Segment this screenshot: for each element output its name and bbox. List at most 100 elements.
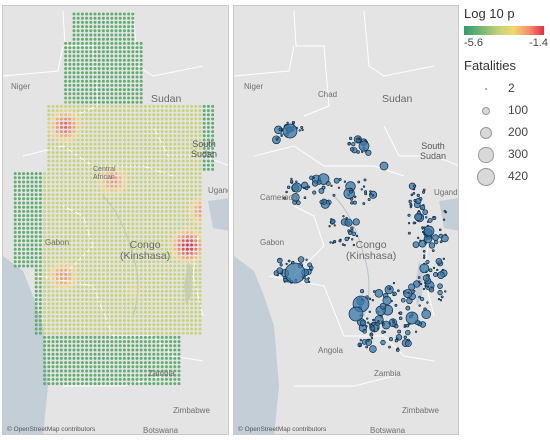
probability-cell: [160, 247, 164, 251]
probability-cell: [68, 277, 72, 281]
probability-cell: [169, 205, 173, 209]
probability-cell: [43, 188, 47, 192]
probability-cell: [59, 293, 63, 297]
probability-cell: [194, 172, 198, 176]
probability-cell: [106, 218, 110, 222]
probability-cell: [135, 201, 139, 205]
probability-cell: [76, 226, 80, 230]
probability-cell: [139, 356, 143, 360]
probability-cell: [194, 289, 198, 293]
probability-cell: [47, 281, 51, 285]
probability-cell: [164, 138, 168, 142]
probability-cell: [127, 272, 131, 276]
probability-cell: [156, 125, 160, 129]
probability-cell: [85, 243, 89, 247]
probability-cell: [139, 289, 143, 293]
probability-cell: [139, 197, 143, 201]
probability-cell: [64, 117, 68, 121]
probability-cell: [13, 214, 17, 218]
probability-cell: [51, 146, 55, 150]
probability-cell: [110, 344, 114, 348]
probability-cell: [38, 184, 42, 188]
probability-cell: [72, 58, 76, 62]
probability-cell: [135, 352, 139, 356]
probability-cell: [131, 356, 135, 360]
probability-cell: [97, 20, 101, 24]
fatality-event: [423, 254, 426, 257]
fatality-event: [369, 192, 372, 196]
probability-cell: [169, 344, 173, 348]
probability-cell: [47, 365, 51, 369]
probability-cell: [80, 369, 84, 373]
probability-cell: [106, 352, 110, 356]
probability-cell: [198, 272, 202, 276]
map-attribution[interactable]: © OpenStreetMap contributors: [238, 426, 327, 433]
fatality-event: [432, 234, 439, 241]
probability-cell: [68, 193, 72, 197]
probability-cell: [51, 155, 55, 159]
probability-cell: [122, 100, 126, 104]
fatality-event: [416, 193, 420, 197]
probability-cell: [156, 327, 160, 331]
probability-cell: [139, 281, 143, 285]
probability-cell: [30, 235, 34, 239]
probability-cell: [173, 369, 177, 373]
probability-cell: [148, 373, 152, 377]
probability-cell: [181, 256, 185, 260]
probability-cell: [131, 54, 135, 58]
probability-cell: [38, 226, 42, 230]
probability-cell: [47, 230, 51, 234]
probability-cell: [55, 214, 59, 218]
probability-cell: [160, 167, 164, 171]
probability-cell: [148, 314, 152, 318]
probability-cell: [85, 142, 89, 146]
fatality-event: [417, 210, 421, 215]
probability-cell: [89, 79, 93, 83]
probability-cell: [76, 344, 80, 348]
probability-cell: [47, 327, 51, 331]
fatalities-map-panel[interactable]: Chad Niger Sudan South Sudan Cameroon Ug…: [233, 5, 459, 435]
probability-cell: [38, 302, 42, 306]
probability-cell: [152, 277, 156, 281]
probability-cell: [85, 239, 89, 243]
probability-cell: [55, 218, 59, 222]
probability-cell: [59, 361, 63, 365]
probability-cell: [156, 373, 160, 377]
probability-cell: [85, 230, 89, 234]
fatality-event: [279, 263, 283, 267]
probability-cell: [135, 54, 139, 58]
probability-cell: [118, 356, 122, 360]
probability-cell: [135, 142, 139, 146]
fatality-event: [347, 142, 351, 146]
probability-cell: [72, 188, 76, 192]
probability-cell: [38, 230, 42, 234]
fatality-event: [361, 339, 368, 345]
probability-cell: [38, 289, 42, 293]
probability-cell: [164, 151, 168, 155]
probability-cell: [34, 331, 38, 335]
probability-cell: [76, 193, 80, 197]
probability-cell: [131, 58, 135, 62]
probability-cell: [89, 138, 93, 142]
probability-cell: [114, 373, 118, 377]
probability-cell: [101, 130, 105, 134]
probability-cell: [80, 180, 84, 184]
probability-cell: [110, 176, 114, 180]
map-attribution[interactable]: © OpenStreetMap contributors: [7, 426, 96, 433]
probability-cell: [122, 155, 126, 159]
probability-map-panel[interactable]: Niger Sudan South Sudan Central African …: [2, 5, 229, 435]
probability-cell: [122, 218, 126, 222]
probability-cell: [97, 281, 101, 285]
probability-cell: [190, 306, 194, 310]
probability-cell: [97, 310, 101, 314]
probability-cell: [160, 352, 164, 356]
probability-cell: [93, 298, 97, 302]
probability-cell: [93, 235, 97, 239]
probability-cell: [173, 264, 177, 268]
probability-cell: [185, 142, 189, 146]
probability-cell: [34, 281, 38, 285]
probability-cell: [127, 293, 131, 297]
probability-cell: [118, 289, 122, 293]
probability-cell: [177, 356, 181, 360]
probability-cell: [148, 138, 152, 142]
